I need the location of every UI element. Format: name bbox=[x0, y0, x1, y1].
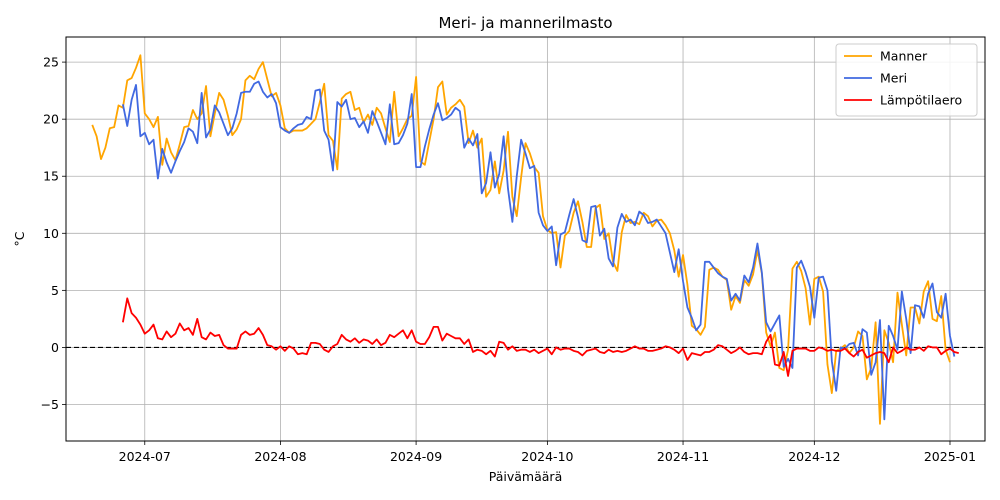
y-tick-label: 20 bbox=[43, 112, 59, 127]
legend-label: Meri bbox=[880, 71, 907, 86]
ticks: 2024-07 2024-08 2024-09 2024-10 2024-11 2024-… bbox=[41, 55, 977, 464]
y-tick-label: 5 bbox=[51, 283, 59, 298]
legend-box bbox=[835, 43, 978, 117]
y-axis-title: °C bbox=[12, 231, 27, 246]
x-axis-title: Päivämäärä bbox=[489, 469, 562, 484]
legend: Manner Meri Lämpötilaero bbox=[835, 43, 978, 117]
x-tick-label: 2024-07 bbox=[119, 449, 171, 464]
series-layer bbox=[91, 54, 959, 425]
legend-label: Manner bbox=[880, 49, 928, 64]
x-tick-label: 2025-01 bbox=[924, 449, 976, 464]
series-line-manner bbox=[91, 54, 951, 425]
y-tick-label: 10 bbox=[43, 226, 59, 241]
series-line-l-mp-tilaero bbox=[122, 297, 959, 377]
y-tick-label: 25 bbox=[43, 55, 59, 70]
y-tick-label: 15 bbox=[43, 169, 59, 184]
y-tick-label: −5 bbox=[41, 397, 59, 412]
y-tick-label: 0 bbox=[51, 340, 59, 355]
series-line-meri bbox=[122, 80, 956, 421]
x-tick-label: 2024-09 bbox=[390, 449, 442, 464]
x-tick-label: 2024-10 bbox=[521, 449, 573, 464]
x-tick-label: 2024-11 bbox=[657, 449, 709, 464]
x-tick-label: 2024-08 bbox=[254, 449, 306, 464]
x-tick-label: 2024-12 bbox=[788, 449, 840, 464]
legend-label: Lämpötilaero bbox=[880, 93, 962, 108]
plot-area-frame bbox=[65, 36, 986, 442]
chart-title: Meri- ja mannerilmasto bbox=[438, 14, 612, 32]
